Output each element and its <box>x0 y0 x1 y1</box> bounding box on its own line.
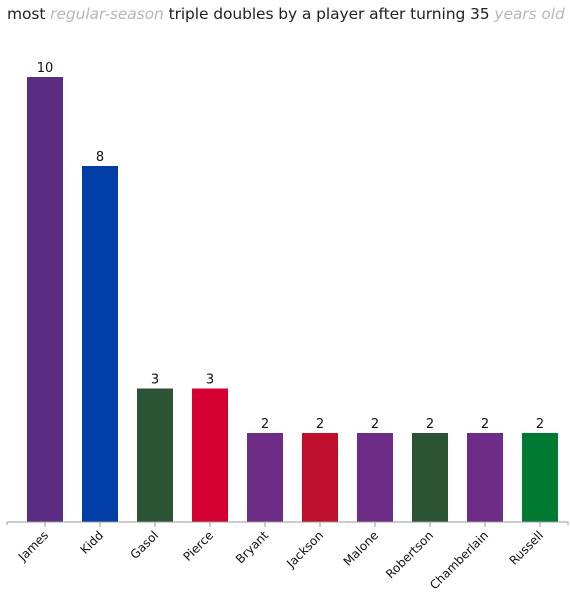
chart-title: most regular-season triple doubles by a … <box>7 5 565 23</box>
value-label-malone: 2 <box>371 417 379 432</box>
x-tick-label-james: James <box>15 528 51 564</box>
bar-jackson <box>302 433 338 522</box>
value-label-pierce: 3 <box>206 373 214 388</box>
title-part-4: years old <box>494 5 565 23</box>
x-tick-label-pierce: Pierce <box>181 528 217 564</box>
bar-kidd <box>82 166 118 522</box>
bar-gasol <box>137 388 173 522</box>
x-tick-label-bryant: Bryant <box>233 528 271 566</box>
bar-russell <box>522 433 558 522</box>
value-labels-group: 10 8 3 3 2 2 2 2 2 2 <box>37 61 544 432</box>
value-label-jackson: 2 <box>316 417 324 432</box>
value-label-chamberlain: 2 <box>481 417 489 432</box>
x-tick-label-russell: Russell <box>507 528 547 568</box>
bar-bryant <box>247 433 283 522</box>
title-part-1: most <box>7 5 51 23</box>
bar-chamberlain <box>467 433 503 522</box>
value-label-gasol: 3 <box>151 373 159 388</box>
x-tick-label-jackson: Jackson <box>283 528 326 571</box>
bar-robertson <box>412 433 448 522</box>
bars-group <box>27 77 558 522</box>
x-tick-label-kidd: Kidd <box>78 528 107 557</box>
x-axis-line <box>6 521 569 525</box>
x-axis: James Kidd Gasol Pierce Bryant Jackson Malone R… <box>6 521 569 592</box>
value-label-russell: 2 <box>536 417 544 432</box>
bar-pierce <box>192 388 228 522</box>
value-label-robertson: 2 <box>426 417 434 432</box>
title-part-2: regular-season <box>50 5 164 23</box>
value-label-bryant: 2 <box>261 417 269 432</box>
x-tick-label-malone: Malone <box>341 528 382 569</box>
title-part-3: triple doubles by a player after turning… <box>163 5 495 23</box>
bar-malone <box>357 433 393 522</box>
x-tick-label-gasol: Gasol <box>127 528 161 562</box>
value-label-kidd: 8 <box>96 150 104 165</box>
x-tick-label-chamberlain: Chamberlain <box>427 528 491 592</box>
x-tick-label-robertson: Robertson <box>383 528 436 581</box>
value-label-james: 10 <box>37 61 54 76</box>
bar-james <box>27 77 63 522</box>
